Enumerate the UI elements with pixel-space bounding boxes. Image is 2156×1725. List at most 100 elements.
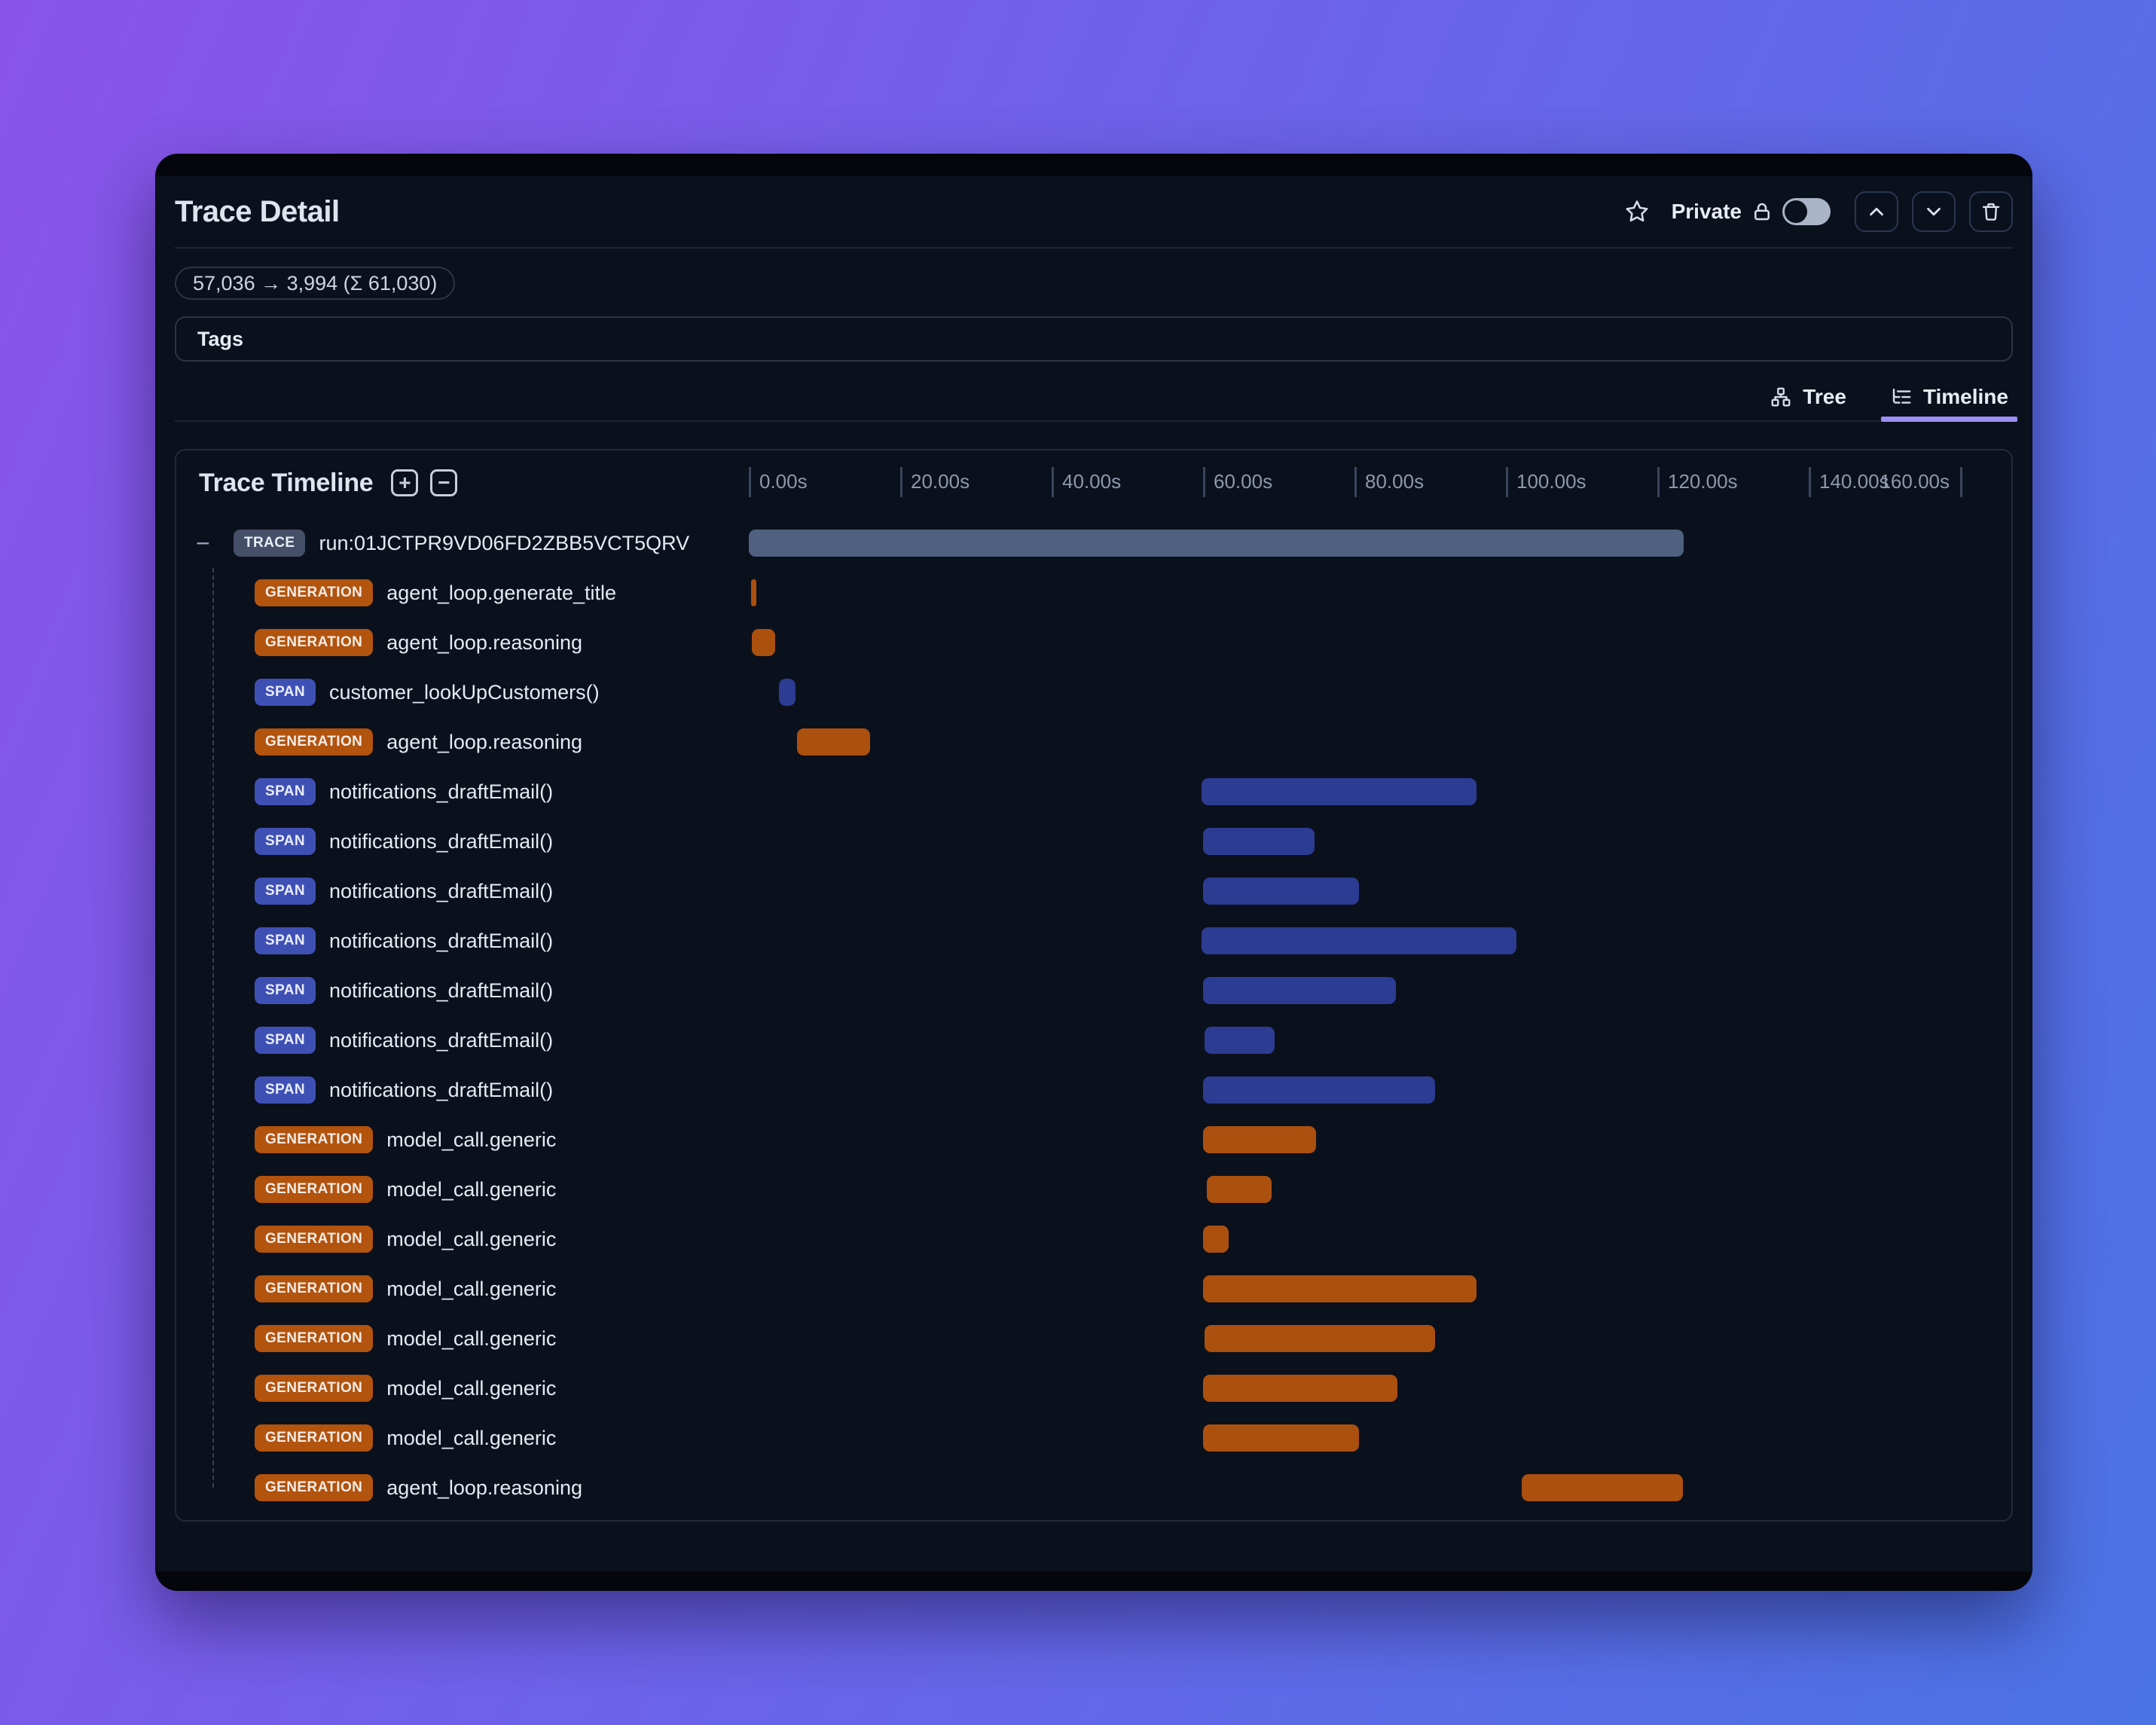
privacy-label: Private bbox=[1671, 200, 1742, 223]
timeline-row[interactable]: GENERATION model_call.generic bbox=[176, 1264, 2011, 1314]
observation-type-badge: SPAN bbox=[255, 1027, 316, 1054]
observation-type-badge: GENERATION bbox=[255, 1226, 374, 1253]
duration-bar[interactable] bbox=[749, 530, 1684, 557]
token-usage-row: 57,036 → 3,994 (Σ 61,030) bbox=[175, 267, 2013, 300]
observation-label: agent_loop.reasoning bbox=[386, 630, 582, 654]
tags-box[interactable]: Tags bbox=[175, 316, 2013, 362]
duration-bar[interactable] bbox=[1205, 1027, 1275, 1054]
observation-label: notifications_draftEmail() bbox=[328, 780, 554, 803]
privacy-toggle[interactable] bbox=[1782, 198, 1831, 225]
app-window: Trace Detail Private bbox=[155, 154, 2032, 1591]
duration-bar[interactable] bbox=[1203, 1375, 1398, 1402]
observation-label: customer_lookUpCustomers() bbox=[328, 680, 600, 704]
observation-label: model_call.generic bbox=[386, 1426, 557, 1449]
observation-type-badge: GENERATION bbox=[255, 1325, 374, 1352]
next-trace-button[interactable] bbox=[1912, 191, 1956, 232]
observation-label: agent_loop.reasoning bbox=[386, 730, 582, 753]
timeline-row[interactable]: − TRACE run:01JCTPR9VD06FD2ZBB5VCT5QRV bbox=[176, 518, 2011, 568]
observation-type-badge: SPAN bbox=[255, 679, 316, 706]
list-tree-icon bbox=[1890, 386, 1913, 408]
observation-label: notifications_draftEmail() bbox=[328, 879, 554, 902]
expand-all-button[interactable]: + bbox=[391, 469, 419, 496]
delete-trace-button[interactable] bbox=[1969, 191, 2013, 232]
duration-bar[interactable] bbox=[1201, 927, 1517, 954]
duration-bar[interactable] bbox=[1207, 1176, 1272, 1203]
duration-bar[interactable] bbox=[779, 679, 796, 706]
duration-bar[interactable] bbox=[1201, 778, 1477, 805]
timeline-row[interactable]: GENERATION model_call.generic bbox=[176, 1214, 2011, 1264]
collapse-icon[interactable]: − bbox=[196, 530, 210, 557]
duration-bar[interactable] bbox=[797, 728, 870, 756]
trace-timeline-title: Trace Timeline bbox=[199, 468, 374, 497]
observation-type-badge: GENERATION bbox=[255, 1424, 374, 1452]
timeline-row[interactable]: SPAN customer_lookUpCustomers() bbox=[176, 667, 2011, 717]
observation-label: agent_loop.reasoning bbox=[386, 1476, 582, 1499]
observation-type-badge: GENERATION bbox=[255, 1126, 374, 1153]
observation-label: notifications_draftEmail() bbox=[328, 929, 554, 952]
duration-bar[interactable] bbox=[1203, 1226, 1229, 1253]
view-tabs: Tree Timeline bbox=[175, 374, 2017, 422]
timeline-row[interactable]: SPAN notifications_draftEmail() bbox=[176, 966, 2011, 1015]
duration-bar[interactable] bbox=[1203, 1076, 1435, 1104]
observation-label: model_call.generic bbox=[386, 1277, 557, 1300]
privacy-control: Private bbox=[1672, 198, 1831, 225]
duration-bar[interactable] bbox=[752, 629, 776, 656]
tab-tree[interactable]: Tree bbox=[1770, 374, 1846, 420]
trace-timeline-panel: Trace Timeline + − 0.00s 20.00s 40.00s 60.0… bbox=[175, 449, 2013, 1522]
duration-bar[interactable] bbox=[1203, 828, 1315, 855]
observation-label: agent_loop.generate_title bbox=[386, 581, 617, 604]
observation-type-badge: GENERATION bbox=[255, 1474, 374, 1501]
observation-type-badge: GENERATION bbox=[255, 1375, 374, 1402]
timeline-row[interactable]: GENERATION agent_loop.generate_title bbox=[176, 568, 2011, 618]
timeline-row[interactable]: GENERATION agent_loop.reasoning bbox=[176, 717, 2011, 767]
tab-underline-active bbox=[1880, 417, 2017, 422]
observation-label: notifications_draftEmail() bbox=[328, 1028, 554, 1052]
duration-bar[interactable] bbox=[1203, 878, 1360, 905]
duration-bar[interactable] bbox=[1522, 1474, 1684, 1501]
toggle-knob bbox=[1785, 200, 1807, 223]
tree-guide-line bbox=[212, 568, 214, 1488]
observation-type-badge: GENERATION bbox=[255, 1275, 374, 1302]
token-usage-badge: 57,036 → 3,994 (Σ 61,030) bbox=[175, 267, 456, 300]
observation-type-badge: SPAN bbox=[255, 927, 316, 954]
trace-timeline-header: Trace Timeline + − bbox=[176, 450, 2011, 515]
timeline-row[interactable]: GENERATION model_call.generic bbox=[176, 1413, 2011, 1463]
page-title: Trace Detail bbox=[175, 194, 340, 228]
duration-bar[interactable] bbox=[751, 579, 757, 606]
timeline-rows: − TRACE run:01JCTPR9VD06FD2ZBB5VCT5QRV GENE… bbox=[176, 518, 2011, 1513]
timeline-row[interactable]: SPAN notifications_draftEmail() bbox=[176, 1065, 2011, 1115]
tab-tree-label: Tree bbox=[1803, 385, 1846, 408]
observation-type-badge: SPAN bbox=[255, 778, 316, 805]
observation-label: model_call.generic bbox=[386, 1177, 557, 1201]
header-bar: Trace Detail Private bbox=[175, 176, 2013, 249]
tab-timeline[interactable]: Timeline bbox=[1880, 374, 2017, 422]
observation-label: notifications_draftEmail() bbox=[328, 829, 554, 853]
timeline-row[interactable]: SPAN notifications_draftEmail() bbox=[176, 1015, 2011, 1065]
collapse-all-button[interactable]: − bbox=[430, 469, 458, 496]
star-icon[interactable] bbox=[1623, 198, 1651, 225]
duration-bar[interactable] bbox=[1203, 977, 1397, 1004]
timeline-row[interactable]: SPAN notifications_draftEmail() bbox=[176, 767, 2011, 817]
timeline-row[interactable]: SPAN notifications_draftEmail() bbox=[176, 866, 2011, 916]
observation-type-badge: GENERATION bbox=[255, 728, 374, 756]
duration-bar[interactable] bbox=[1205, 1325, 1435, 1352]
observation-type-badge: GENERATION bbox=[255, 1176, 374, 1203]
tab-timeline-label: Timeline bbox=[1922, 385, 2008, 408]
observation-type-badge: SPAN bbox=[255, 828, 316, 855]
previous-trace-button[interactable] bbox=[1855, 191, 1898, 232]
duration-bar[interactable] bbox=[1203, 1275, 1477, 1302]
observation-type-badge: SPAN bbox=[255, 977, 316, 1004]
timeline-row[interactable]: GENERATION agent_loop.reasoning bbox=[176, 618, 2011, 667]
observation-type-badge: GENERATION bbox=[255, 629, 374, 656]
tags-label: Tags bbox=[197, 327, 244, 350]
timeline-row[interactable]: GENERATION model_call.generic bbox=[176, 1165, 2011, 1214]
duration-bar[interactable] bbox=[1203, 1424, 1360, 1452]
timeline-row[interactable]: SPAN notifications_draftEmail() bbox=[176, 916, 2011, 966]
timeline-row[interactable]: GENERATION model_call.generic bbox=[176, 1363, 2011, 1413]
nav-buttons bbox=[1855, 191, 2013, 232]
timeline-row[interactable]: GENERATION model_call.generic bbox=[176, 1314, 2011, 1363]
timeline-row[interactable]: GENERATION agent_loop.reasoning bbox=[176, 1463, 2011, 1513]
duration-bar[interactable] bbox=[1203, 1126, 1316, 1153]
timeline-row[interactable]: SPAN notifications_draftEmail() bbox=[176, 817, 2011, 866]
timeline-row[interactable]: GENERATION model_call.generic bbox=[176, 1115, 2011, 1165]
